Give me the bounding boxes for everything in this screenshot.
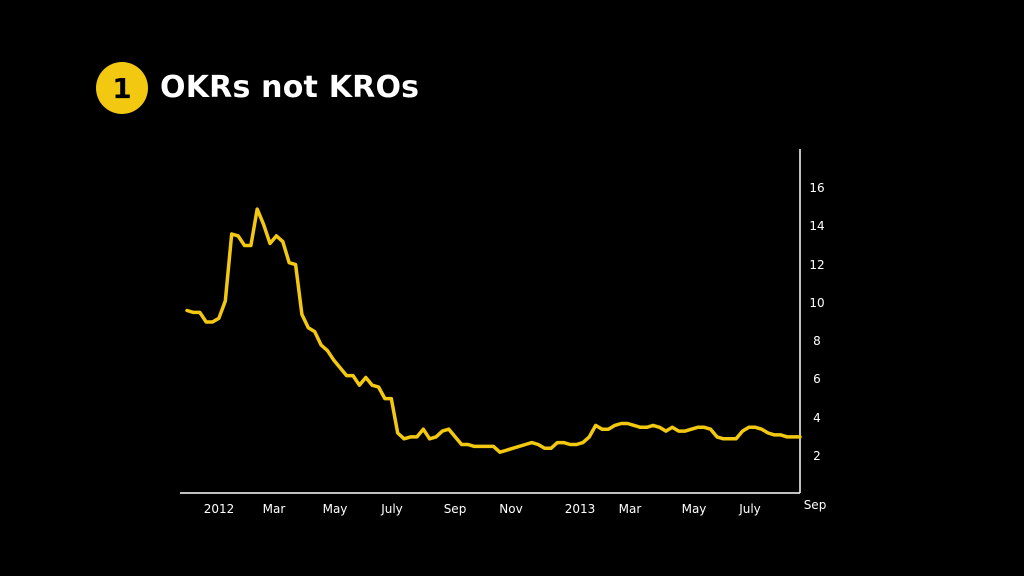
y-tick-label: 10 [809, 295, 825, 310]
y-tick-label: 16 [809, 181, 825, 196]
x-tick-label: Mar [618, 502, 642, 516]
slide-title: OKRs not KROs [160, 70, 420, 105]
x-tick-label: May [681, 502, 707, 516]
x-tick-label: Mar [262, 502, 286, 516]
y-tick-label: 4 [813, 410, 821, 425]
x-tick-label: July [739, 502, 761, 516]
x-tick-label: Nov [499, 502, 523, 516]
x-tick-label: Sep [803, 498, 827, 512]
x-tick-label: May [322, 502, 348, 516]
x-tick-label: 2013 [564, 502, 596, 516]
x-tick-label: 2012 [203, 502, 235, 516]
data-series-line [185, 207, 802, 454]
badge-number: 1 [112, 71, 132, 105]
x-tick-label: July [381, 502, 403, 516]
y-tick-label: 14 [809, 219, 825, 234]
y-tick-label: 8 [813, 334, 821, 349]
y-tick-label: 2 [813, 449, 821, 463]
y-tick-label: 12 [809, 257, 825, 272]
y-tick-label: 6 [813, 372, 821, 387]
x-tick-label: Sep [443, 502, 467, 516]
section-number-badge: 1 [96, 62, 148, 114]
